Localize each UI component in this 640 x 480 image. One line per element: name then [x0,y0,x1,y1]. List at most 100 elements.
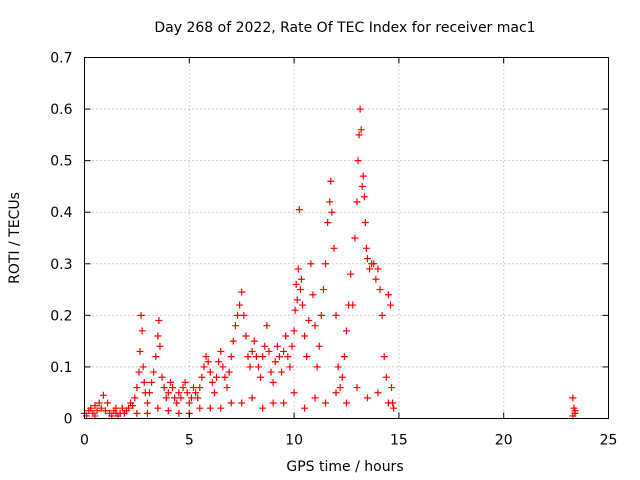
data-point [317,311,325,319]
data-point [175,389,183,397]
data-point [292,280,300,288]
data-point [252,353,260,361]
data-point [104,399,112,407]
data-point [133,384,141,392]
data-point [378,311,386,319]
data-point [213,373,221,381]
data-point [198,373,206,381]
data-point [322,399,330,407]
data-point [319,286,327,294]
data-point [332,311,340,319]
tick-layer: 0 5 10 15 20 25 0 0.1 0.2 0.3 0.4 0.5 0.6 0.7 [50,51,617,449]
data-point [164,389,172,397]
data-point [248,394,256,402]
data-point [360,193,368,201]
x-axis-label: GPS time / hours [286,459,403,475]
data-point [288,342,296,350]
data-point [246,363,254,371]
data-point [338,373,346,381]
data-point [185,399,193,407]
data-point [327,177,335,185]
data-point [87,404,95,412]
data-point [183,389,191,397]
data-point [206,404,214,412]
data-point [238,399,246,407]
data-point [343,327,350,335]
data-point [361,219,369,227]
data-point [298,301,306,309]
data-point [366,265,374,273]
data-point [223,384,231,392]
data-point [140,378,148,386]
data-point [263,322,271,330]
data-point [380,353,388,361]
data-point [362,244,370,252]
data-point [273,342,281,350]
data-point [179,384,187,392]
data-point [363,255,371,263]
x-tick-label: 5 [185,433,194,449]
data-point [139,363,147,371]
data-point [261,342,269,350]
y-tick-label: 0.4 [50,205,72,221]
data-point [334,363,342,371]
data-point [133,409,141,417]
data-point [138,327,146,335]
data-point [204,358,212,366]
data-point [322,260,330,268]
chart-title: Day 268 of 2022, Rate Of TEC Index for r… [154,20,535,36]
data-point [294,265,302,273]
data-point [309,291,317,299]
data-point [206,368,214,376]
data-point [569,394,577,402]
data-point [388,384,396,392]
data-point [129,402,137,410]
data-point [324,219,332,227]
data-point [328,208,336,216]
data-point [250,337,258,345]
data-point [227,399,235,407]
data-point [217,404,225,412]
data-point [290,327,298,335]
data-point [278,368,286,376]
data-point [175,409,183,417]
data-point [231,322,239,330]
data-point [282,332,290,340]
y-tick-label: 0.1 [50,360,72,376]
data-point [297,275,305,283]
data-point [145,389,153,397]
data-point [192,389,200,397]
data-points [81,105,579,420]
data-point [154,404,162,412]
data-point [311,394,319,402]
data-point [370,260,378,268]
data-point [227,353,235,361]
data-point [202,353,210,361]
x-tick-label: 20 [495,433,513,449]
y-tick-label: 0.5 [50,154,72,170]
data-point [164,407,172,415]
data-point [286,363,294,371]
data-point [349,301,357,309]
data-point [229,337,237,345]
data-point [353,384,361,392]
data-point [112,404,120,412]
y-tick-label: 0.6 [50,102,72,118]
y-tick-label: 0.3 [50,257,72,273]
data-point [307,260,315,268]
data-point [271,358,279,366]
data-point [332,389,340,397]
data-point [215,358,223,366]
data-point [156,342,164,350]
data-point [152,353,160,361]
data-point [358,182,366,190]
data-point [295,206,303,214]
data-point [315,342,323,350]
data-point [254,363,262,371]
data-point [384,291,392,299]
data-point [131,394,139,402]
data-point [99,391,107,399]
data-point [374,389,382,397]
data-point [208,378,216,386]
